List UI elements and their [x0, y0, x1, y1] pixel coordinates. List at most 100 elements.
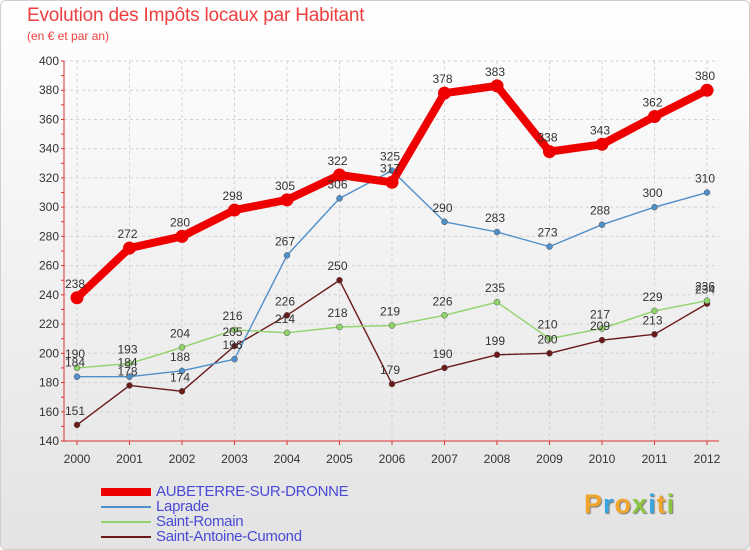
data-label-2-0: 190 — [65, 347, 85, 361]
data-point-2-4 — [283, 329, 291, 337]
data-point-2-11 — [651, 307, 658, 315]
y-tick-label-13: 400 — [39, 54, 59, 68]
data-label-2-4: 214 — [275, 312, 295, 326]
data-label-1-12: 310 — [695, 172, 715, 186]
data-point-1-4 — [283, 252, 291, 259]
data-label-1-7: 290 — [432, 201, 452, 215]
data-label-2-11: 229 — [642, 290, 662, 304]
data-label-3-1: 178 — [117, 364, 137, 378]
data-point-3-10 — [598, 336, 606, 344]
logo-letter-2: o — [614, 489, 633, 519]
data-point-1-1 — [126, 373, 133, 380]
data-point-3-0 — [73, 421, 81, 429]
data-label-0-4: 305 — [275, 179, 295, 193]
data-label-1-5: 306 — [327, 177, 347, 191]
data-label-3-7: 190 — [432, 347, 452, 361]
data-point-3-5 — [336, 276, 343, 284]
data-label-2-5: 218 — [327, 306, 347, 320]
data-point-3-4 — [283, 312, 291, 319]
data-label-2-3: 216 — [222, 309, 242, 323]
data-point-3-7 — [441, 364, 448, 372]
data-label-0-2: 280 — [170, 215, 190, 229]
data-point-2-3 — [231, 326, 238, 334]
x-tick-label-4: 2004 — [274, 452, 301, 466]
data-point-2-2 — [178, 344, 186, 351]
data-point-0-5 — [333, 168, 346, 182]
x-tick-label-8: 2008 — [484, 452, 511, 466]
y-tick-label-1: 160 — [39, 405, 59, 419]
y-tick-label-9: 320 — [39, 171, 59, 185]
logo-letter-5: t — [656, 489, 667, 519]
data-point-1-8 — [493, 228, 501, 236]
data-point-0-12 — [700, 83, 714, 97]
data-label-3-12: 234 — [695, 283, 715, 297]
data-label-3-2: 174 — [170, 370, 190, 384]
chart-subtitle: (en € et par an) — [27, 29, 110, 43]
logo-letter-3: x — [632, 489, 649, 519]
data-point-0-1 — [123, 241, 136, 255]
data-point-0-2 — [175, 229, 189, 243]
data-label-0-11: 362 — [642, 96, 662, 110]
data-label-1-6: 325 — [380, 150, 400, 164]
data-label-3-3: 205 — [222, 325, 242, 339]
data-point-0-10 — [595, 137, 609, 151]
data-point-3-2 — [178, 388, 186, 395]
data-label-2-8: 235 — [485, 281, 505, 295]
data-label-3-11: 213 — [642, 313, 662, 327]
data-point-2-6 — [388, 322, 396, 329]
axes: 140 160 180 200 220 240 260 280 300 320 340 360 380 4… — [39, 54, 721, 466]
data-label-2-6: 219 — [380, 305, 400, 319]
data-label-1-8: 283 — [485, 211, 505, 225]
logo-letter-4: i — [648, 489, 657, 519]
x-tick-label-9: 2009 — [536, 452, 563, 466]
legend-swatch-3 — [101, 536, 151, 538]
x-tick-label-11: 2011 — [642, 452, 668, 466]
y-tick-label-12: 380 — [39, 83, 59, 97]
data-point-0-7 — [438, 86, 451, 100]
data-label-1-9: 273 — [537, 226, 557, 240]
data-point-1-12 — [703, 189, 711, 196]
y-tick-label-0: 140 — [39, 434, 59, 448]
x-tick-label-1: 2001 — [116, 452, 143, 466]
data-label-0-0: 238 — [65, 277, 85, 291]
data-label-0-10: 343 — [590, 123, 610, 137]
legend-swatch-2 — [101, 521, 151, 523]
legend-label-2: Saint-Romain — [156, 513, 244, 530]
data-point-3-11 — [651, 331, 658, 338]
y-tick-label-10: 340 — [39, 142, 59, 156]
legend-label-3: Saint-Antoine-Cumond — [156, 528, 302, 545]
legend-label-1: Laprade — [156, 498, 209, 515]
data-point-0-0 — [70, 291, 84, 305]
chart-title: Evolution des Impôts locaux par Habitant — [27, 5, 365, 26]
data-point-1-9 — [546, 243, 553, 250]
logo-letter-0: P — [584, 489, 604, 519]
data-point-2-12 — [703, 297, 711, 304]
y-tick-label-3: 200 — [39, 346, 59, 360]
logo-letter-1: r — [603, 489, 615, 519]
x-tick-label-10: 2010 — [589, 452, 616, 466]
data-label-1-4: 267 — [275, 234, 295, 248]
y-tick-label-6: 260 — [39, 259, 59, 273]
data-label-1-10: 288 — [590, 204, 610, 218]
data-labels: 238 272 280 298 305 322 317 378 383 338 343 362 380 1… — [65, 65, 715, 418]
data-point-3-9 — [546, 350, 553, 357]
data-point-2-5 — [336, 323, 343, 331]
x-tick-label-0: 2000 — [64, 452, 91, 466]
data-point-2-10 — [598, 325, 606, 332]
data-label-2-9: 210 — [537, 318, 557, 332]
data-label-0-3: 298 — [222, 189, 242, 203]
data-point-1-5 — [336, 195, 343, 202]
data-point-2-9 — [546, 335, 553, 342]
data-point-0-8 — [490, 79, 504, 93]
y-tick-label-4: 220 — [39, 317, 59, 331]
x-tick-label-2: 2002 — [169, 452, 196, 466]
data-label-0-12: 380 — [695, 69, 715, 83]
data-point-1-3 — [231, 355, 238, 363]
data-label-2-10: 217 — [590, 307, 610, 321]
series-lines — [70, 79, 714, 429]
data-label-1-2: 188 — [170, 350, 190, 364]
data-label-1-3: 196 — [222, 338, 242, 352]
legend-label-0: AUBETERRE-SUR-DRONNE — [156, 483, 349, 500]
